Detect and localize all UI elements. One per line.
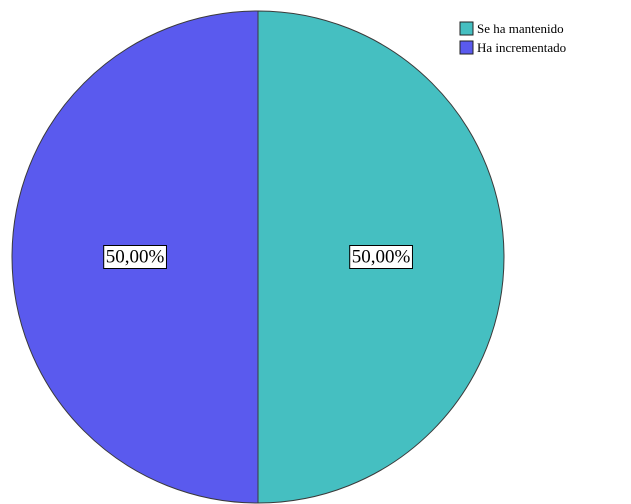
pie-data-labels: 50,00% 50,00% bbox=[103, 245, 413, 269]
data-label-text: 50,00% bbox=[106, 247, 165, 268]
legend-label: Se ha mantenido bbox=[477, 21, 564, 36]
data-label: 50,00% bbox=[103, 245, 167, 269]
data-label: 50,00% bbox=[349, 245, 413, 269]
pie-slices bbox=[11, 10, 505, 504]
legend: Se ha mantenido Ha incrementado bbox=[459, 21, 566, 55]
legend-swatch bbox=[459, 40, 474, 55]
legend-item-se-ha-mantenido: Se ha mantenido bbox=[459, 21, 564, 36]
data-label-box bbox=[103, 245, 167, 269]
data-label-text: 50,00% bbox=[352, 247, 411, 268]
data-label-box bbox=[349, 245, 413, 269]
legend-label: Ha incrementado bbox=[477, 40, 566, 55]
legend-item-ha-incrementado: Ha incrementado bbox=[459, 40, 566, 55]
legend-swatch bbox=[459, 21, 474, 36]
